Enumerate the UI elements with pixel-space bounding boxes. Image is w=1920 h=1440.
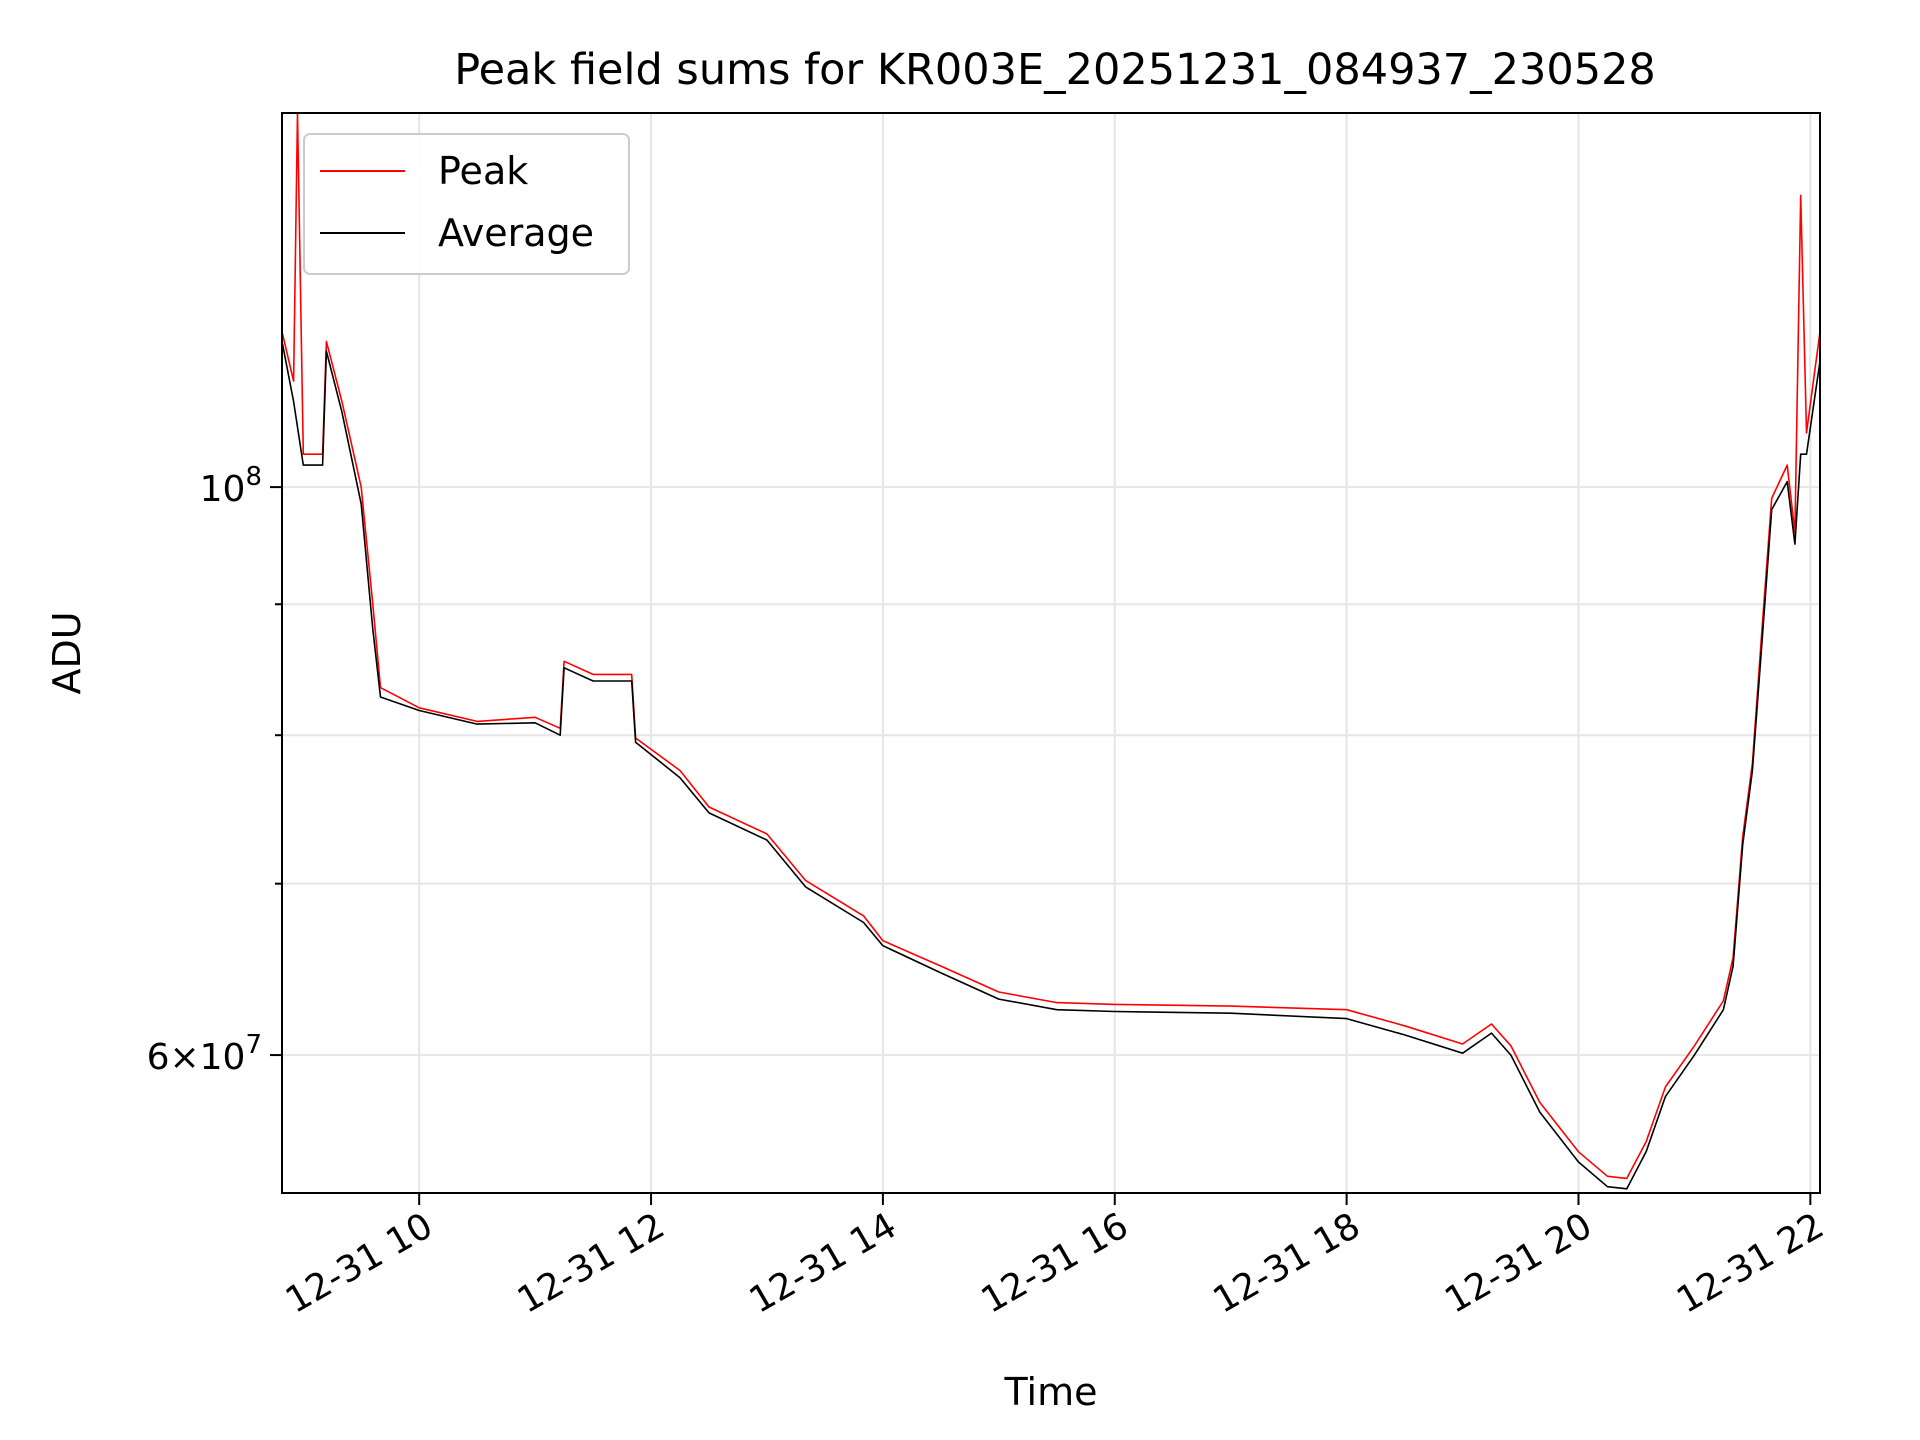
- y-axis-label: ADU: [45, 611, 89, 694]
- series-layer: [281, 112, 1821, 1190]
- y-axis: 108 6×107: [147, 462, 282, 1078]
- chart-title: Peak field sums for KR003E_20251231_0849…: [454, 45, 1656, 95]
- y-tick-label: 6×107: [147, 1030, 262, 1078]
- grid: [282, 113, 1820, 1193]
- series-line-average: [281, 341, 1821, 1190]
- legend-label-average: Average: [438, 211, 594, 255]
- y-tick-label: 108: [200, 462, 262, 510]
- legend-label-peak: Peak: [438, 149, 528, 193]
- plot-area: [281, 112, 1821, 1194]
- legend[interactable]: Peak Average: [303, 133, 630, 275]
- x-axis-label: Time: [1004, 1370, 1098, 1414]
- legend-box: [303, 133, 630, 275]
